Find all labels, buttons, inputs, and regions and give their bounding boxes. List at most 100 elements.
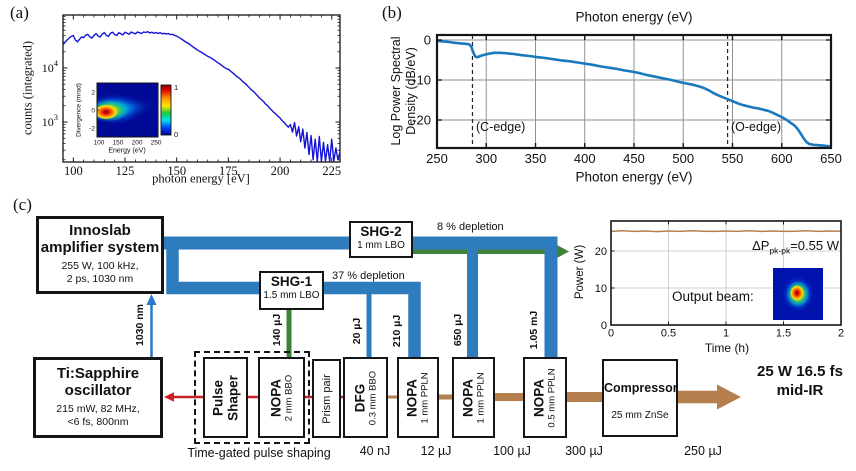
inset-a-x-tick: 250	[151, 140, 162, 147]
panel-b-x-tick: 400	[574, 151, 596, 166]
panel-b-x-tick: 250	[426, 151, 448, 166]
time-gated-shaping-label: Time-gated pulse shaping	[187, 446, 331, 460]
shg2-depletion-label: 8 % depletion	[437, 221, 504, 233]
panel-b-x-tick: 500	[672, 151, 694, 166]
nopa-ppln2-sub: 1 mm PPLN	[474, 371, 486, 424]
pulse-shaper-line1: Pulse	[209, 379, 225, 416]
green-output-arrowhead	[556, 244, 569, 259]
tisapphire-oscillator-box: Ti:Sapphire oscillator 215 mW, 82 MHz, <…	[33, 357, 163, 438]
panel-a-x-tick: 175	[219, 164, 238, 178]
innoslab-title-line1: Innoslab	[69, 222, 131, 239]
output-arrowhead	[717, 384, 741, 410]
inset-c-x-axis-label: Time (h)	[704, 341, 750, 355]
inset-c-x-tick: 1.5	[776, 328, 791, 340]
panel-a-x-tick: 200	[271, 164, 290, 178]
panel-b-y-tick: -20	[412, 113, 431, 128]
shg1-title: SHG-1	[270, 274, 313, 289]
colorbar-max-label: 1	[174, 83, 178, 92]
panel-b-y-label-line1: Log Power Spectral	[389, 36, 403, 146]
nopa-ppln2-box: NOPA 1 mm PPLN	[452, 357, 495, 438]
inset-c-x-tick: 1	[723, 328, 729, 340]
panel-a-tag: (a)	[10, 3, 29, 22]
inset-c-y-tick: 0	[601, 320, 607, 332]
pulse-energy-250uj: 250 µJ	[684, 444, 722, 458]
inset-c-y-tick: 20	[595, 246, 607, 258]
seed-wavelength-label: 1030 nm	[134, 303, 146, 347]
panel-b-title: Photon energy (eV)	[575, 9, 693, 25]
nopa-bbo-title: NOPA	[267, 378, 283, 417]
nopa-bbo-label: NOPA 2 mm BBO	[267, 374, 295, 420]
nopa-ppln3-box: NOPA 0.5 mm PPLN	[523, 357, 567, 438]
pulse-shaper-box: Pulse Shaper	[203, 357, 248, 438]
nopa-bbo-box: NOPA 2 mm BBO	[258, 357, 305, 438]
dp-value: =0.55 W	[790, 238, 839, 253]
pulse-shaper-line2: Shaper	[224, 374, 240, 421]
dfg-label: DFG 0.3 mm BBO	[351, 370, 379, 425]
output-spec-line2: mid-IR	[776, 382, 824, 399]
inset-a-x-axis-label: Energy (eV)	[108, 147, 146, 155]
tisapphire-spec-line2: <6 fs, 800nm	[67, 416, 129, 428]
pump-band-top	[164, 236, 558, 357]
inset-a-y-axis-label: Divergence (mrad)	[75, 83, 83, 137]
innoslab-spec-line2: 2 ps, 1030 nm	[66, 273, 134, 285]
tisapphire-title-line2: oscillator	[64, 381, 132, 399]
o-edge-annotation: (O-edge)	[731, 120, 782, 134]
dfg-box: DFG 0.3 mm BBO	[343, 357, 388, 438]
tisapphire-title-line1: Ti:Sapphire	[56, 365, 140, 382]
panel-b-y-tick: 0	[424, 33, 431, 48]
energy-label-650uj: 650 µJ	[452, 313, 464, 347]
energy-label-20uj: 20 µJ	[351, 317, 363, 345]
nopa-ppln2-title: NOPA	[459, 378, 475, 417]
panel-a-x-tick: 150	[167, 164, 186, 178]
panel-b-y-label-line2: Density (dB/eV)	[404, 47, 418, 135]
inset-a-y-tick: -2	[89, 125, 95, 132]
nopa-ppln3-title: NOPA	[531, 378, 547, 417]
nopa-ppln3-sub: 0.5 mm PPLN	[545, 367, 557, 428]
shg2-title: SHG-2	[360, 224, 402, 239]
nopa-ppln1-sub: 1 mm PPLN	[418, 371, 430, 424]
pulse-energy-300uj: 300 µJ	[565, 444, 603, 458]
inset-c-y-tick: 10	[595, 283, 607, 295]
inset-a-y-tick: 0	[91, 107, 95, 114]
panel-b-x-tick: 300	[475, 151, 497, 166]
panel-c-tag: (c)	[13, 195, 32, 214]
nopa-ppln2-label: NOPA 1 mm PPLN	[459, 371, 487, 424]
panel-b-y-tick: -10	[412, 73, 431, 88]
inset-a-x-tick: 100	[93, 140, 104, 147]
panel-a-y-tick: 103	[42, 112, 58, 129]
colorbar-min-label: 0	[174, 130, 178, 139]
panel-a-y-tick: 104	[42, 58, 59, 75]
nopa-ppln3-label: NOPA 0.5 mm PPLN	[531, 367, 558, 428]
panel-a-x-tick: 225	[322, 164, 341, 178]
output-spec-line1: 25 W 16.5 fs	[757, 363, 843, 380]
panel-b-x-tick: 450	[623, 151, 645, 166]
panel-a-x-tick: 100	[64, 164, 83, 178]
dfg-title: DFG	[351, 383, 367, 412]
beam-profile-image	[773, 268, 823, 320]
panel-b-x-tick: 550	[722, 151, 744, 166]
colorbar	[160, 84, 172, 136]
shg1-sub: 1.5 mm LBO	[263, 289, 320, 301]
inset-a-y-tick: 2	[91, 89, 95, 96]
energy-label-140uj: 140 µJ	[271, 313, 283, 347]
panel-b-tag: (b)	[382, 3, 402, 22]
compressor-title: Compressor	[604, 381, 678, 395]
inset-c-x-tick: 0	[608, 328, 614, 340]
power-fluctuation-label: ΔPpk-pk=0.55 W	[752, 238, 839, 256]
panel-b-x-tick: 350	[525, 151, 547, 166]
panel-b-x-tick: 650	[820, 151, 842, 166]
nopa-ppln1-box: NOPA 1 mm PPLN	[397, 357, 439, 438]
red-beam-arrowhead	[164, 392, 174, 402]
output-beam-label: Output beam:	[672, 289, 754, 304]
panel-a-y-axis-label: counts (integrated)	[20, 40, 35, 136]
divergence-heatmap	[97, 83, 158, 137]
shg2-sub: 1 mm LBO	[357, 239, 405, 251]
pulse-energy-40nj: 40 nJ	[359, 444, 391, 458]
prism-pair-title: Prism pair	[320, 373, 333, 424]
nopa-ppln1-label: NOPA 1 mm PPLN	[404, 371, 431, 424]
pulse-shaper-label: Pulse Shaper	[209, 374, 240, 421]
dp-subscript: pk-pk	[769, 245, 791, 256]
c-edge-annotation: (C-edge)	[476, 120, 526, 134]
inset-c-y-axis-label: Power (W)	[574, 244, 586, 300]
dfg-sub: 0.3 mm BBO	[366, 370, 378, 425]
